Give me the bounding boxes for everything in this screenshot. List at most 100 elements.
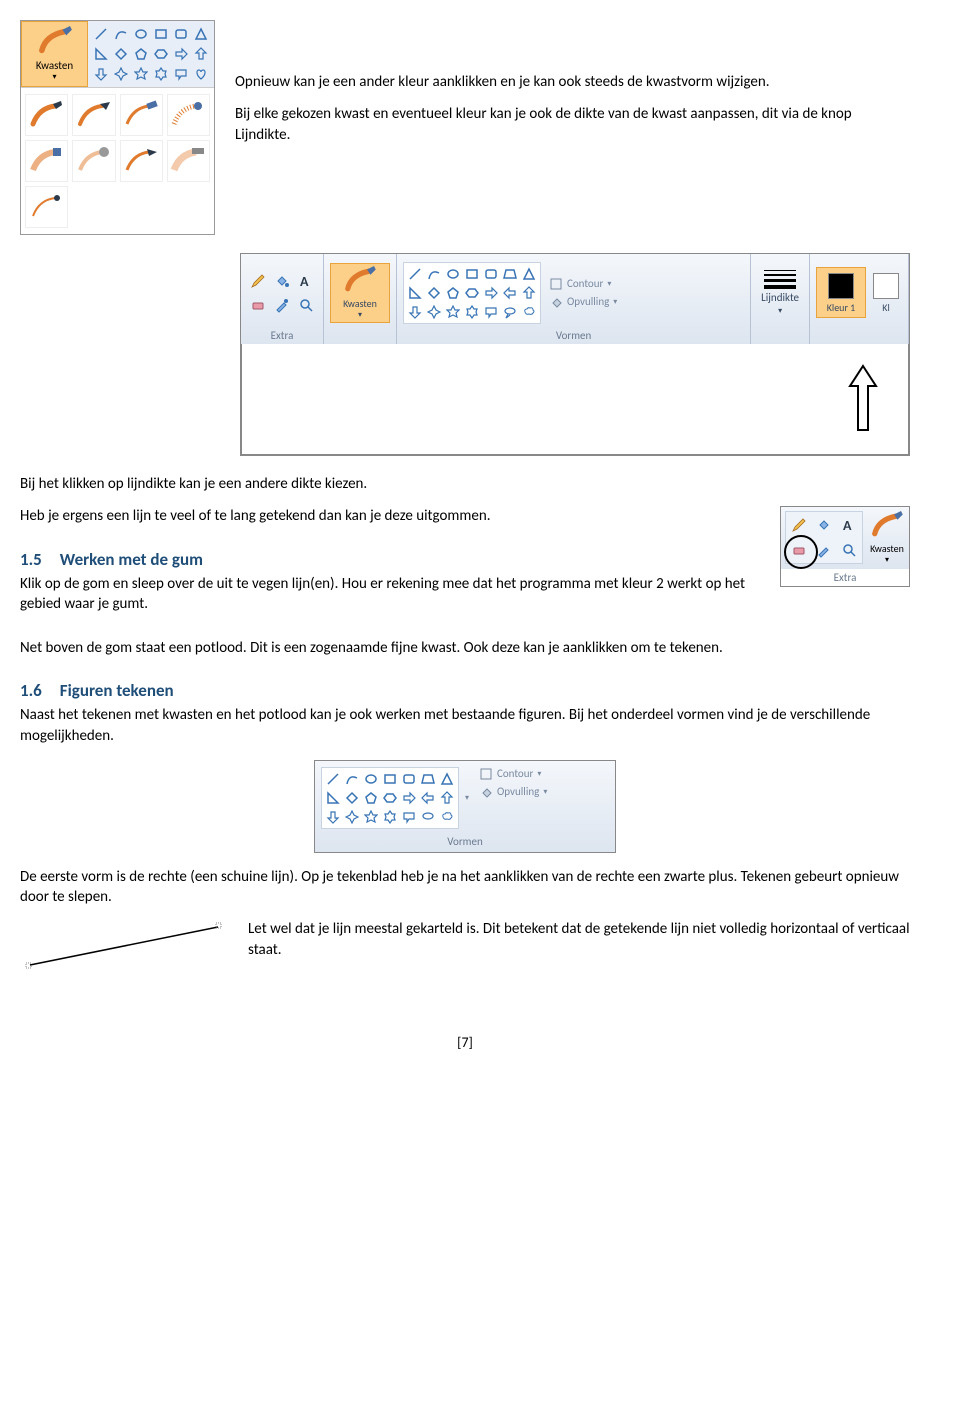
callout-cloud-icon[interactable] [520,303,538,321]
contour-button[interactable]: Contour ▾ [549,277,617,291]
arrow-down-icon[interactable] [406,303,424,321]
chevron-down-icon: ▾ [613,297,617,307]
star5-icon[interactable] [362,808,380,826]
hexagon-icon[interactable] [463,284,481,302]
brush-item[interactable] [25,140,68,182]
arrow-right-icon[interactable] [400,789,418,807]
shapes-ribbon[interactable] [403,262,541,324]
pencil-icon[interactable] [788,514,810,536]
curve-icon[interactable] [343,770,361,788]
roundrect-icon[interactable] [482,265,500,283]
pentagon-icon[interactable] [362,789,380,807]
kwasten-button[interactable]: Kwasten ▾ [869,511,905,565]
kleur1-button[interactable]: Kleur 1 [816,267,866,318]
triangle-icon[interactable] [192,25,210,43]
oval-icon[interactable] [444,265,462,283]
pentagon-icon[interactable] [444,284,462,302]
star5-icon[interactable] [132,65,150,83]
rect-icon[interactable] [463,265,481,283]
polygon-icon[interactable] [501,265,519,283]
zoom-icon[interactable] [838,539,860,561]
star5-icon[interactable] [444,303,462,321]
lijndikte-button[interactable]: Lijndikte ▾ [757,268,803,318]
right-triangle-icon[interactable] [406,284,424,302]
shapes-grid[interactable] [88,21,214,87]
star6-icon[interactable] [381,808,399,826]
vormen-shapes[interactable] [321,767,459,829]
chevron-down-icon[interactable]: ▾ [465,767,469,829]
callout-oval-icon[interactable] [501,303,519,321]
pencil-icon[interactable] [247,270,269,292]
brush-item[interactable] [72,94,115,136]
picker-icon[interactable] [271,294,293,316]
callout-oval-icon[interactable] [419,808,437,826]
oval-icon[interactable] [362,770,380,788]
brush-item[interactable] [72,140,115,182]
rect-icon[interactable] [381,770,399,788]
curve-icon[interactable] [425,265,443,283]
star4-icon[interactable] [343,808,361,826]
arrow-right-icon[interactable] [172,45,190,63]
brush-item[interactable] [25,94,68,136]
diamond-icon[interactable] [112,45,130,63]
brush-item[interactable] [120,140,163,182]
line-icon[interactable] [406,265,424,283]
star4-icon[interactable] [425,303,443,321]
star4-icon[interactable] [112,65,130,83]
roundrect-icon[interactable] [400,770,418,788]
diamond-icon[interactable] [343,789,361,807]
callout-rect-icon[interactable] [482,303,500,321]
brush-item[interactable] [167,140,210,182]
arrow-down-icon[interactable] [92,65,110,83]
zoom-icon[interactable] [295,294,317,316]
star6-icon[interactable] [152,65,170,83]
lijndikte-icon [764,270,796,289]
paragraph: Bij elke gekozen kwast en eventueel kleu… [235,104,910,145]
group-label: Vormen [403,327,744,342]
line-icon[interactable] [92,25,110,43]
polygon-icon[interactable] [419,770,437,788]
hexagon-icon[interactable] [152,45,170,63]
brush-item[interactable] [25,186,68,228]
opvulling-button[interactable]: Opvulling ▾ [549,295,617,309]
right-triangle-icon[interactable] [92,45,110,63]
kwasten-dropdown[interactable]: Kwasten ▾ [21,21,88,87]
arrow-up-icon[interactable] [520,284,538,302]
brush-item[interactable] [167,94,210,136]
contour-button[interactable]: Contour ▾ [479,767,547,781]
arrow-up-icon[interactable] [192,45,210,63]
eraser-icon[interactable] [247,294,269,316]
arrow-right-icon[interactable] [482,284,500,302]
arrow-left-icon[interactable] [419,789,437,807]
right-triangle-icon[interactable] [324,789,342,807]
diamond-icon[interactable] [425,284,443,302]
kwasten-button[interactable]: Kwasten ▾ [330,263,390,323]
ribbon-group-kleur: Kleur 1 Kl [810,254,909,344]
callout-icon[interactable] [172,65,190,83]
arrow-up-icon[interactable] [438,789,456,807]
eraser-icon[interactable] [788,539,810,561]
arrow-left-icon[interactable] [501,284,519,302]
star6-icon[interactable] [463,303,481,321]
text-icon[interactable]: A [295,270,317,292]
fill-icon[interactable] [813,514,835,536]
rect-icon[interactable] [152,25,170,43]
paragraph: Bij het klikken op lijndikte kan je een … [20,474,910,494]
callout-rect-icon[interactable] [400,808,418,826]
callout-cloud-icon[interactable] [438,808,456,826]
text-icon[interactable]: A [838,514,860,536]
line-icon[interactable] [324,770,342,788]
brush-item[interactable] [120,94,163,136]
arrow-down-icon[interactable] [324,808,342,826]
hexagon-icon[interactable] [381,789,399,807]
pentagon-icon[interactable] [132,45,150,63]
oval-icon[interactable] [132,25,150,43]
curve-icon[interactable] [112,25,130,43]
heart-icon[interactable] [192,65,210,83]
triangle-icon[interactable] [520,265,538,283]
roundrect-icon[interactable] [172,25,190,43]
fill-icon[interactable] [271,270,293,292]
kleur2-partial[interactable]: Kl [870,268,902,317]
opvulling-button[interactable]: Opvulling ▾ [479,785,547,799]
triangle-icon[interactable] [438,770,456,788]
